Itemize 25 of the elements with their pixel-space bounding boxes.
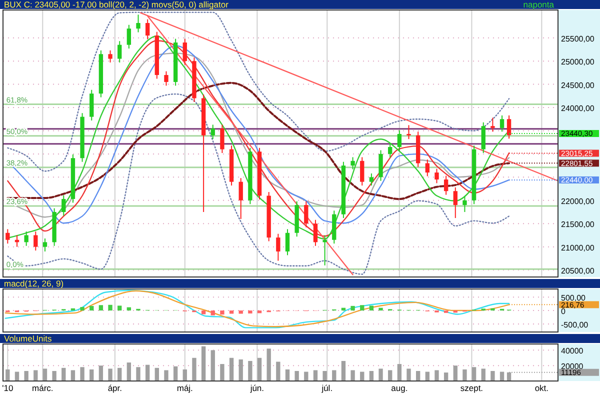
chart-title: BUX C: 23405,00 -17,00 boll(20, 2, -2) movs(50, 0) alligator bbox=[4, 0, 229, 10]
x-tick-label: okt. bbox=[534, 383, 549, 393]
chart-title: macd(12, 26, 9) bbox=[4, 278, 64, 288]
x-tick-label: jún. bbox=[249, 383, 264, 393]
x-tick-label: aug. bbox=[391, 383, 408, 393]
y-tick-label: 20500,00 bbox=[561, 266, 595, 276]
y-tick-label: 25000,00 bbox=[561, 58, 595, 67]
x-tick-label: ápr. bbox=[108, 383, 122, 393]
y-tick-label: 500,00 bbox=[561, 294, 586, 303]
y-tick-label: -500,00 bbox=[561, 320, 589, 330]
chart-title: VolumeUnits bbox=[4, 334, 52, 344]
x-tick-label: '10 bbox=[2, 383, 14, 393]
y-tick-label: 40000 bbox=[561, 346, 584, 356]
x-tick-label: szept. bbox=[460, 383, 484, 393]
x-tick-label: júl. bbox=[320, 383, 333, 393]
y-tick-label: 21000,00 bbox=[561, 243, 595, 252]
y-tick-label: 25500,00 bbox=[561, 34, 595, 44]
text: naponta bbox=[523, 0, 554, 10]
y-tick-label: 24500,00 bbox=[561, 80, 595, 90]
y-tick-label: 24000,00 bbox=[561, 104, 595, 114]
y-tick-label: 21500,00 bbox=[561, 220, 595, 230]
y-tick-label: 22000,00 bbox=[561, 196, 595, 206]
x-tick-label: máj. bbox=[176, 383, 193, 393]
y-tick-label: 0 bbox=[561, 307, 566, 316]
x-tick-label: márc. bbox=[32, 383, 54, 393]
